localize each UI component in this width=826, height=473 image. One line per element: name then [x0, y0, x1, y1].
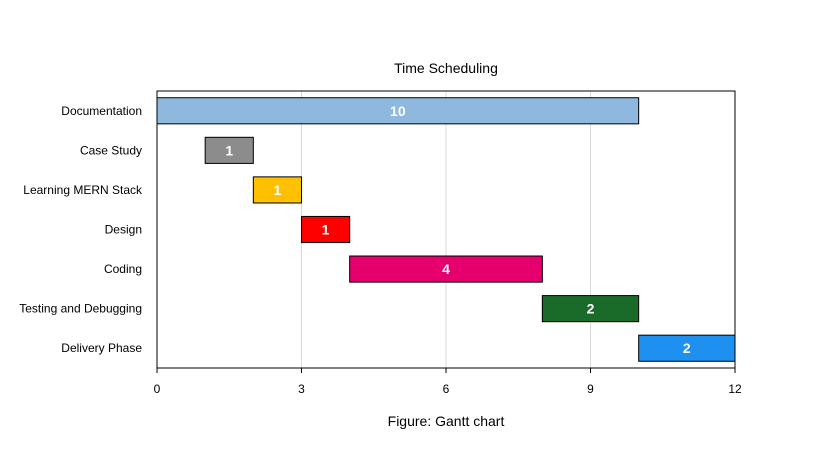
bar-value-label: 4 [442, 261, 450, 277]
category-label: Documentation [61, 104, 142, 118]
category-label: Case Study [80, 143, 142, 157]
bar-coding [349, 255, 543, 283]
x-tick-label: 6 [443, 382, 450, 396]
bar-value-label: 1 [274, 182, 282, 198]
category-label: Delivery Phase [61, 341, 142, 355]
bar-delivery-phase [638, 334, 736, 362]
category-label: Testing and Debugging [19, 302, 142, 316]
figure-caption: Figure: Gantt chart [388, 413, 505, 429]
category-label: Coding [104, 262, 142, 276]
bar-value-label: 1 [322, 222, 330, 238]
bar-learning-mern-stack [252, 176, 302, 204]
bars: 10 1 1 1 4 2 2 [156, 97, 736, 362]
bar-design [301, 215, 351, 244]
category-label: Design [105, 223, 142, 237]
x-tick-label: 0 [154, 382, 161, 396]
bar-testing-and-debugging [541, 295, 640, 323]
x-tick-label: 12 [728, 382, 742, 396]
bar-documentation [156, 97, 640, 125]
bar-value-label: 1 [225, 142, 233, 158]
x-tick-label: 9 [587, 382, 594, 396]
x-tick-labels: 0 3 6 9 12 [154, 368, 742, 396]
category-labels: Documentation Case Study Learning MERN Sta… [19, 104, 143, 355]
x-tick-label: 3 [298, 382, 305, 396]
bar-value-label: 2 [587, 301, 595, 317]
category-label: Learning MERN Stack [23, 183, 143, 197]
bar-value-label: 10 [390, 103, 406, 119]
bar-case-study [204, 136, 254, 164]
bar-value-label: 2 [683, 340, 691, 356]
chart-title: Time Scheduling [394, 60, 498, 76]
